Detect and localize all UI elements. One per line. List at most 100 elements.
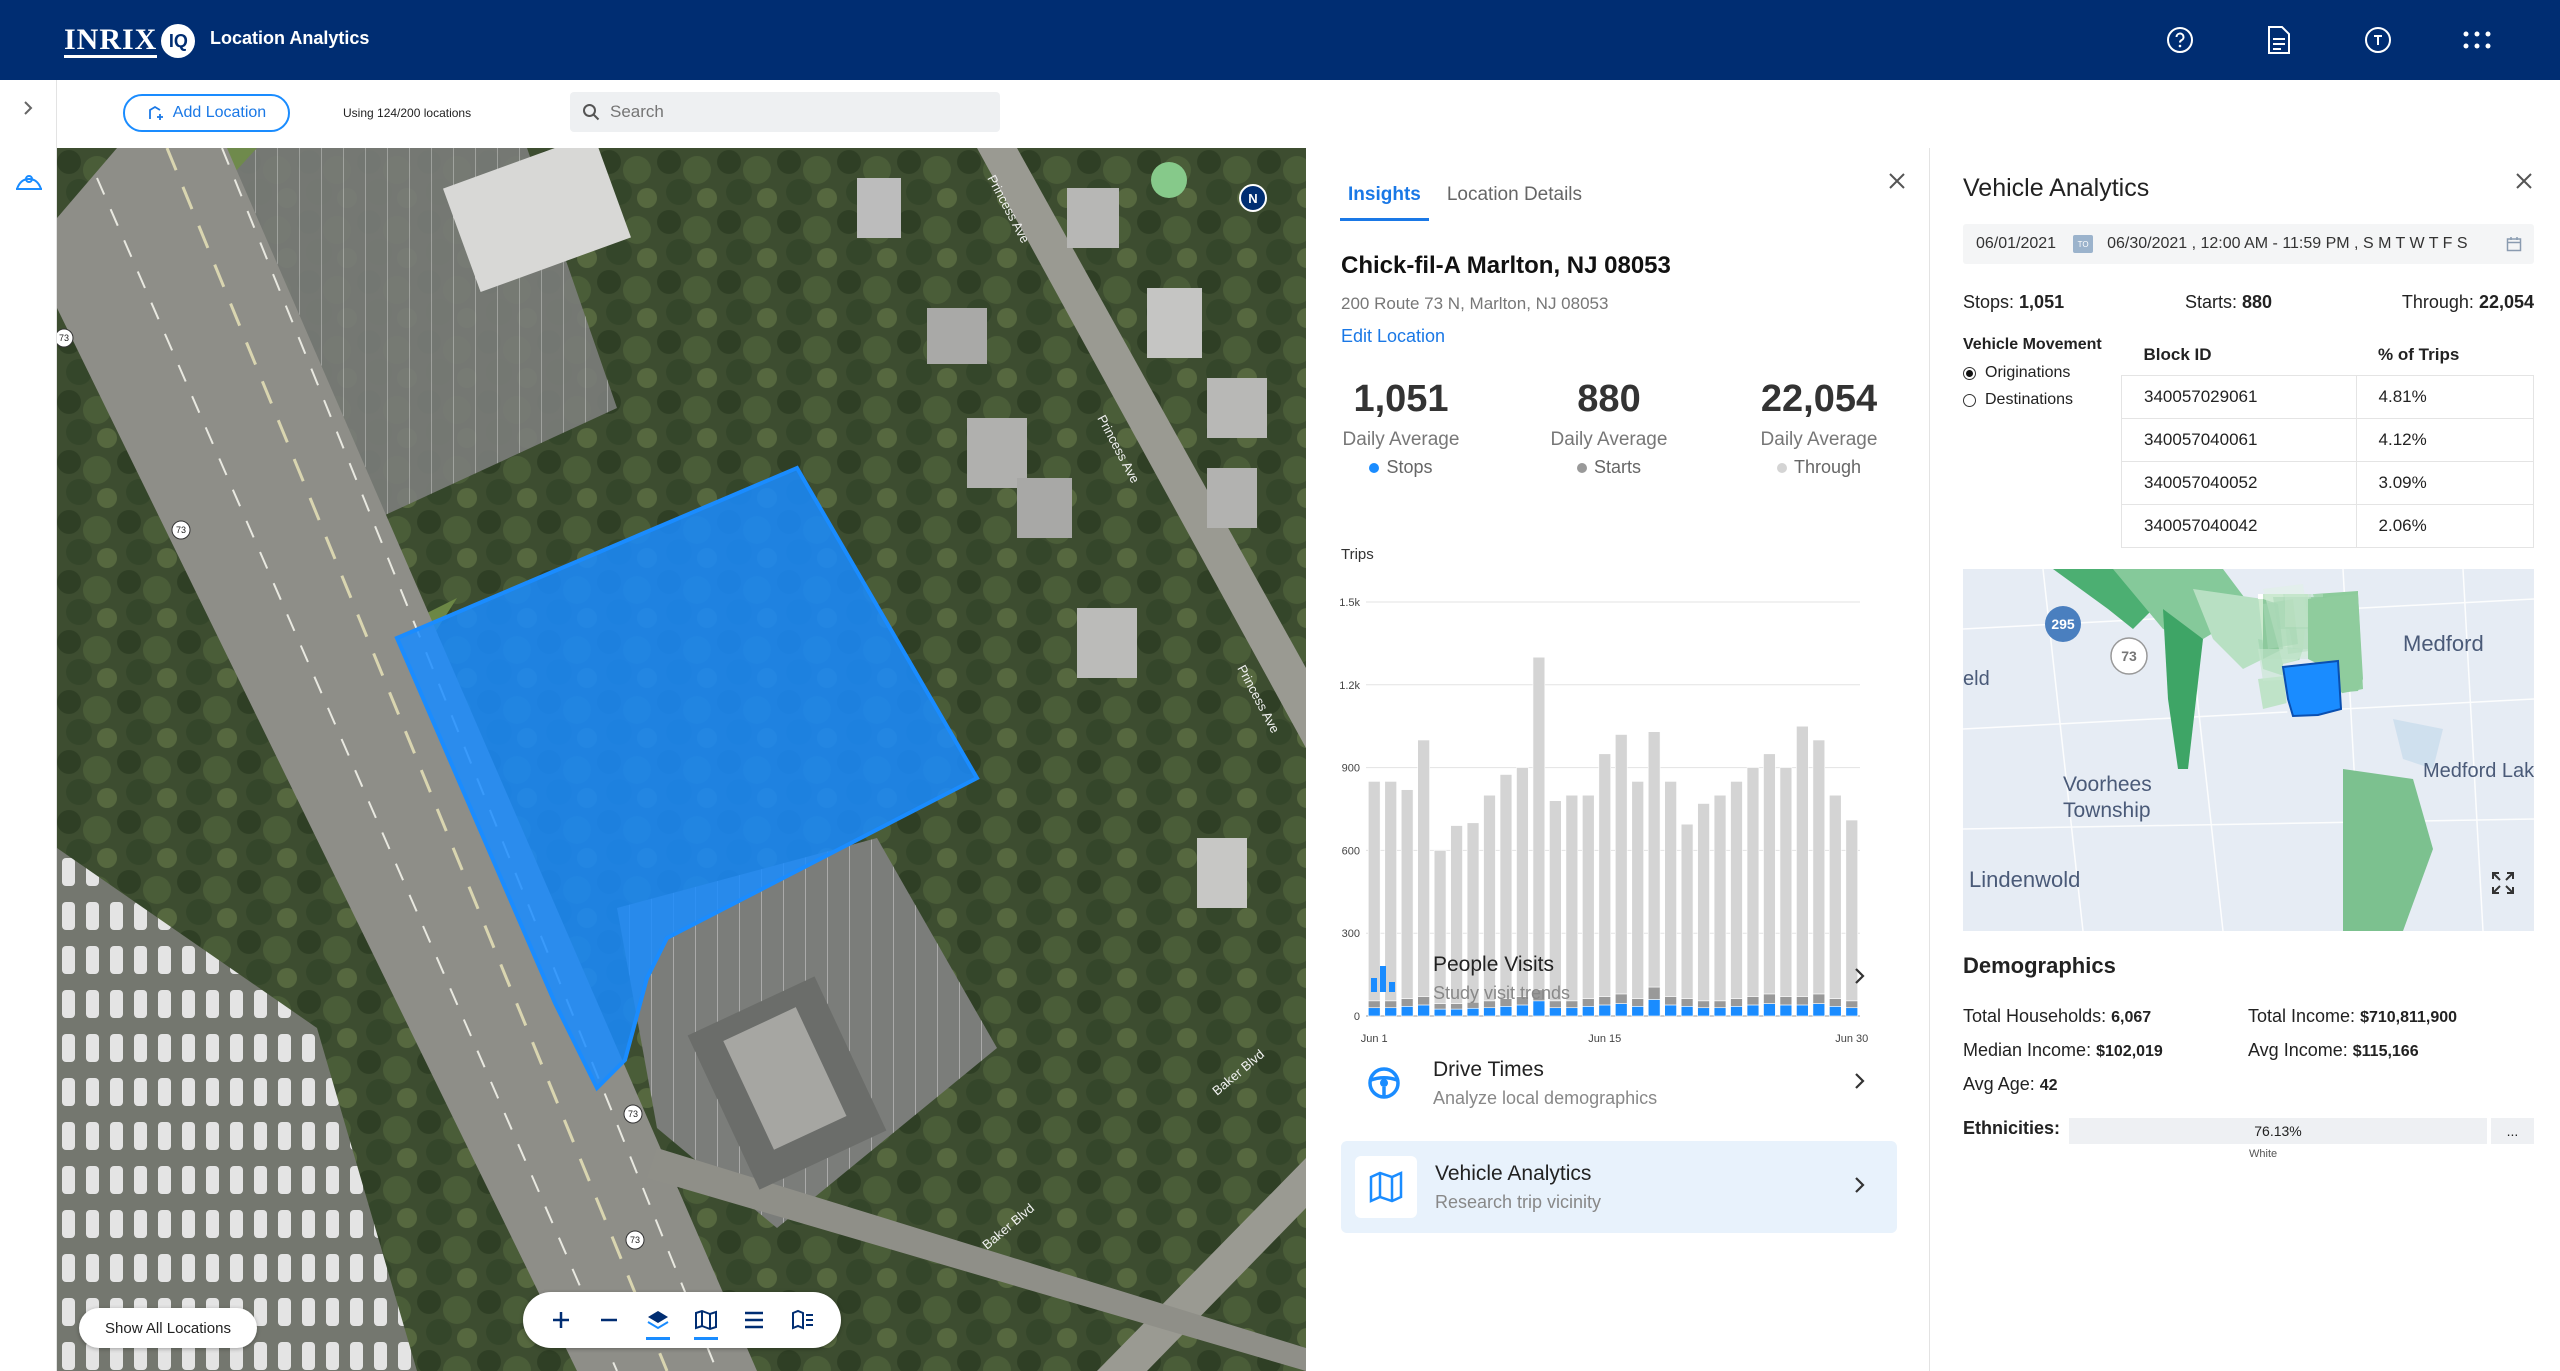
layers-icon[interactable] <box>643 1300 673 1340</box>
people-visits-card[interactable]: People Visits Study visit trends <box>1341 932 1897 1024</box>
edit-location-link[interactable]: Edit Location <box>1341 326 1446 346</box>
chevron-right-icon <box>1853 1071 1867 1096</box>
bar-through <box>1730 781 1743 999</box>
bar-through <box>1565 794 1579 1002</box>
table-row[interactable]: 340057040042 2.06% <box>2121 504 2535 548</box>
bar-through <box>1763 753 1776 995</box>
bar-through <box>1779 767 1793 997</box>
bar-through <box>1433 850 1447 1004</box>
legend-dot <box>1776 462 1787 473</box>
expand-map-icon[interactable] <box>2492 872 2514 894</box>
radio-unselected <box>1963 393 1976 407</box>
stat-legend: Through <box>1793 457 1862 477</box>
bar-through <box>1516 767 1529 997</box>
stat-legend: Stops <box>1386 457 1433 477</box>
stat-label: Daily Average <box>1550 429 1668 450</box>
close-insights-icon[interactable] <box>1884 168 1910 194</box>
starts-label: Starts: <box>2185 292 2238 312</box>
help-icon[interactable] <box>2165 25 2195 55</box>
median-income-label: Median Income: <box>1963 1040 2092 1060</box>
search-input[interactable] <box>610 102 970 122</box>
bar-through <box>1466 822 1480 1003</box>
stat-through: 22,054 Daily Average Through <box>1724 378 1914 478</box>
pct-cell: 4.12% <box>2355 418 2535 462</box>
logo-badge: IQ <box>161 24 196 58</box>
table-row[interactable]: 340057040061 4.12% <box>2121 418 2535 462</box>
location-polygon[interactable] <box>394 465 980 1092</box>
tab-insights[interactable]: Insights <box>1340 176 1429 221</box>
expand-chevron-icon[interactable] <box>18 98 38 123</box>
ethnicity-bar-segment[interactable]: 76.13% <box>2069 1118 2487 1144</box>
radio-label: Originations <box>1985 364 2071 381</box>
total-income-value: $710,811,900 <box>2360 1009 2458 1026</box>
calendar-icon[interactable] <box>2506 236 2522 257</box>
map-legend-icon[interactable] <box>788 1300 818 1340</box>
app-title: Location Analytics <box>210 28 370 48</box>
block-id-cell: 340057040042 <box>2121 504 2357 548</box>
bar-through <box>1368 781 1381 1002</box>
drive-times-card[interactable]: Drive Times Analyze local demographics <box>1341 1037 1897 1129</box>
pct-cell: 3.09% <box>2355 461 2535 505</box>
location-analytics-nav-icon[interactable] <box>0 158 57 206</box>
inrix-logo[interactable]: INRIX IQ <box>64 24 196 58</box>
pct-trips-header[interactable]: % of Trips <box>2356 335 2534 376</box>
close-vehicle-panel-icon[interactable] <box>2511 168 2537 194</box>
ethnicity-more-button[interactable]: ... <box>2491 1118 2534 1144</box>
bar-through <box>1532 656 1546 991</box>
households-label: Total Households: <box>1963 1006 2107 1026</box>
map-imagery[interactable]: 73 73 73 73 Princess Ave Princess Ave Pr… <box>57 148 1306 1371</box>
legend-dot <box>1576 462 1587 473</box>
zoom-out-icon[interactable] <box>594 1300 624 1340</box>
median-income-value: $102,019 <box>2096 1043 2163 1060</box>
total-income-stat: Total Income: $710,811,900 <box>2248 1006 2457 1027</box>
card-subtitle: Research trip vicinity <box>1435 1191 1602 1212</box>
table-row[interactable]: 340057040052 3.09% <box>2121 461 2535 505</box>
trips-chart: 0 300 600 900 1.2k 1.5k Jun 1 Jun 15 Jun 30 <box>1339 597 1868 1045</box>
stat-value: 880 <box>1577 378 1641 420</box>
bar-through <box>1647 731 1661 988</box>
chevron-right-icon <box>1853 1175 1867 1200</box>
radio-label: Destinations <box>1985 391 2074 408</box>
list-view-icon[interactable] <box>739 1300 769 1340</box>
search-box[interactable] <box>570 92 1000 132</box>
card-title: People Visits <box>1433 952 1555 976</box>
satellite-map[interactable]: 73 73 73 73 Princess Ave Princess Ave Pr… <box>57 148 1306 1371</box>
zoom-in-icon[interactable] <box>546 1300 576 1340</box>
bar-through <box>1615 734 1628 995</box>
households-value: 6,067 <box>2111 1009 2152 1026</box>
route-shield-label: 73 <box>176 525 186 535</box>
avg-age-stat: Avg Age: 42 <box>1963 1074 2058 1095</box>
y-tick-label: 900 <box>1342 763 1360 775</box>
bar-through <box>1450 825 1463 1004</box>
route-shield-label: 73 <box>628 1109 638 1119</box>
bar-through <box>1400 789 1414 999</box>
starts-value: 880 <box>2242 292 2273 312</box>
insights-tabs: Insights Location Details <box>1340 176 1600 221</box>
x-tick-label: Jun 30 <box>1835 1033 1868 1045</box>
tab-location-details[interactable]: Location Details <box>1446 184 1583 205</box>
town-label: Lindenwold <box>1969 867 2080 892</box>
bar-through <box>1631 781 1644 999</box>
map-view-icon[interactable] <box>691 1300 721 1340</box>
bar-through <box>1845 819 1858 1002</box>
stat-label: Daily Average <box>1342 429 1460 450</box>
bar-through <box>1598 753 1611 997</box>
destinations-radio[interactable]: Destinations <box>1963 391 2073 409</box>
stat-value: 22,054 <box>1760 378 1878 420</box>
document-icon[interactable] <box>2264 25 2294 55</box>
usage-text: Using 124/200 locations <box>343 106 472 120</box>
block-table: Block ID % of Trips 340057029061 4.81% 34… <box>2121 335 2535 548</box>
north-label: N <box>1248 191 1257 206</box>
originations-radio[interactable]: Originations <box>1963 364 2070 382</box>
bar-through <box>1664 781 1677 997</box>
apps-grid-icon[interactable] <box>2462 25 2492 55</box>
table-row[interactable]: 340057029061 4.81% <box>2121 375 2535 419</box>
bar-through <box>1384 781 1397 1002</box>
vehicle-analytics-card[interactable]: Vehicle Analytics Research trip vicinity <box>1341 1141 1897 1233</box>
tutorial-icon[interactable] <box>2363 25 2393 55</box>
block-id-header[interactable]: Block ID <box>2121 335 2357 376</box>
block-minimap[interactable]: 295 73 Medford eld Voorhees Township Med… <box>1963 569 2534 931</box>
add-location-button[interactable]: Add Location <box>123 94 290 132</box>
date-range-picker[interactable]: 06/01/2021 TO 06/30/2021 , 12:00 AM - 11… <box>1963 224 2534 264</box>
show-all-locations-button[interactable]: Show All Locations <box>79 1308 257 1348</box>
